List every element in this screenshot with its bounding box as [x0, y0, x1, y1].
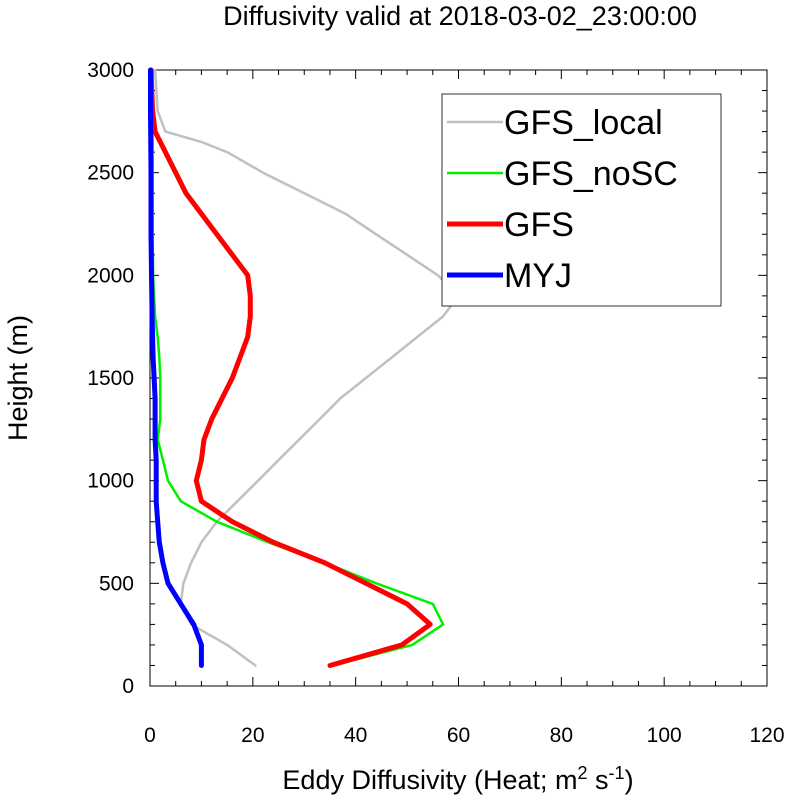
- series-line-gfs-nosc: [151, 68, 445, 667]
- legend-label: MYJ: [504, 257, 572, 295]
- x-tick-label: 40: [344, 724, 367, 747]
- y-tick-label: 1000: [87, 470, 134, 493]
- legend: GFS_local GFS_noSC GFS MYJ: [441, 93, 722, 307]
- y-tick-label: 500: [99, 572, 134, 595]
- y-tick-label: 2000: [87, 264, 134, 287]
- legend-label: GFS: [504, 206, 574, 244]
- series-line-gfs-local: [153, 68, 460, 667]
- series-line-myj: [148, 67, 204, 668]
- x-tick-label: 80: [550, 724, 573, 747]
- series-lines: [148, 67, 460, 668]
- legend-label: GFS_local: [504, 104, 663, 142]
- y-tick-label: 1500: [87, 367, 134, 390]
- legend-label: GFS_noSC: [504, 155, 678, 193]
- x-axis-title: Eddy Diffusivity (Heat; m2 s-1): [282, 763, 633, 795]
- x-tick-label: 20: [241, 724, 264, 747]
- x-tick-label: 0: [144, 724, 156, 747]
- x-tick-label: 120: [749, 724, 784, 747]
- chart-title: Diffusivity valid at 2018-03-02_23:00:00: [223, 1, 697, 31]
- y-axis-title: Height (m): [3, 315, 33, 441]
- y-tick-label: 0: [122, 675, 134, 698]
- y-tick-label: 3000: [87, 59, 134, 82]
- x-tick-label: 60: [447, 724, 470, 747]
- x-tick-label: 100: [647, 724, 682, 747]
- axis-tick-labels: 0 20 40 60 80 100 120 0 500 1000 1500 2000 2500 3000: [87, 59, 784, 747]
- series-line-gfs: [148, 67, 433, 668]
- legend-box: [441, 93, 722, 307]
- y-tick-label: 2500: [87, 162, 134, 185]
